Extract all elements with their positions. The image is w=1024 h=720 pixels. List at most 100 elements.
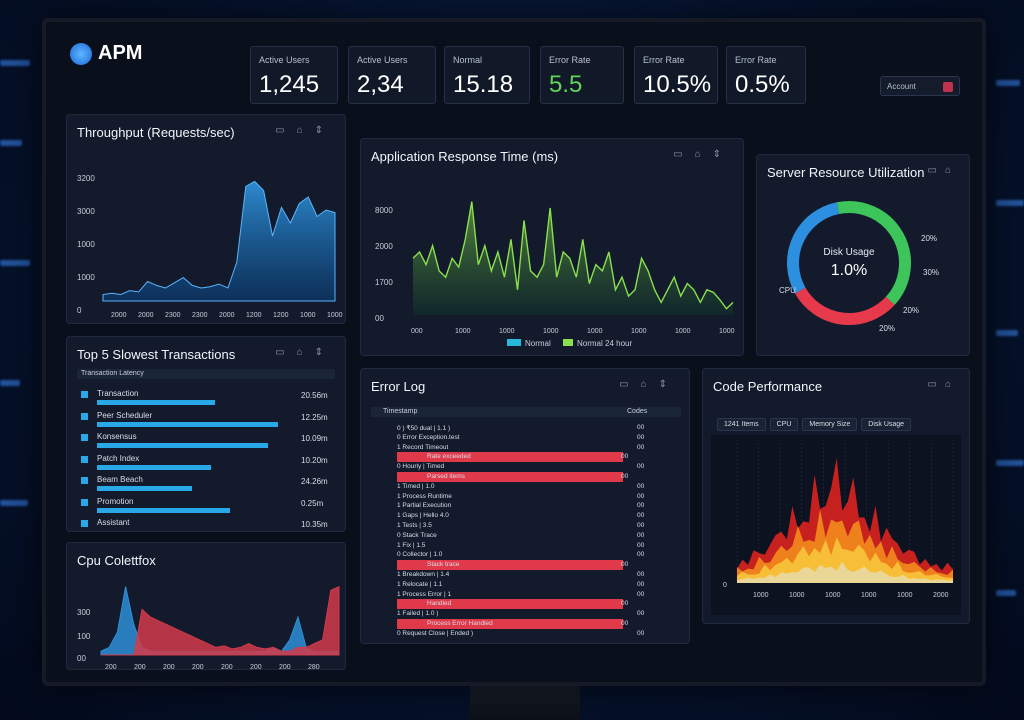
- log-text: 1 Process Runtime: [397, 492, 452, 500]
- y-tick-label: 1000: [77, 240, 95, 249]
- log-text: 1 Timed | 1.0: [397, 482, 435, 490]
- error-log-row-error[interactable]: Stack trace 00: [397, 560, 628, 571]
- transaction-row[interactable]: Transaction 20.56m: [81, 389, 341, 409]
- account-control[interactable]: Account: [880, 76, 960, 96]
- error-log-row-error[interactable]: Handled 00: [397, 599, 628, 610]
- transaction-duration: 24.26m: [301, 477, 328, 486]
- pin-icon[interactable]: ⇕: [314, 347, 335, 358]
- error-log-row[interactable]: 0 ) ₹50 dual | 1.1 ) 00: [377, 423, 667, 433]
- legend-memory[interactable]: Memory Size: [802, 418, 858, 431]
- error-log-row[interactable]: 1 Tests | 3.5 00: [377, 521, 667, 531]
- expand-icon[interactable]: ▭: [275, 347, 297, 358]
- donut-label: 30%: [923, 268, 939, 277]
- log-code: 00: [621, 453, 629, 461]
- settings-icon[interactable]: ⌂: [944, 379, 959, 390]
- error-log-row[interactable]: 1 Partial Execution 00: [377, 501, 667, 511]
- panel-actions[interactable]: ▭⌂⇕: [673, 149, 733, 160]
- error-log-row[interactable]: 1 Fix | 1.5 00: [377, 541, 667, 551]
- settings-icon[interactable]: ⌂: [640, 379, 659, 390]
- legend-swatch: [507, 339, 521, 346]
- transaction-bar: [97, 464, 211, 470]
- y-tick-label: 300: [77, 608, 91, 617]
- log-text: 1 Fix | 1.5: [397, 541, 426, 549]
- log-code: 00: [637, 512, 645, 520]
- transaction-row[interactable]: Patch Index 10.20m: [81, 454, 341, 474]
- donut-slice[interactable]: [795, 287, 895, 325]
- kpi-card[interactable]: Error Rate 5.5: [540, 46, 624, 104]
- pin-icon[interactable]: ⇕: [658, 379, 679, 390]
- error-log-row[interactable]: 1 Record Timeout 00: [377, 443, 667, 453]
- expand-icon[interactable]: ▭: [275, 125, 297, 136]
- transaction-marker: [81, 434, 88, 441]
- log-code: 00: [637, 610, 645, 618]
- response-time-panel: Application Response Time (ms) ▭⌂⇕ 8000 2…: [360, 138, 744, 356]
- expand-icon[interactable]: ▭: [673, 149, 695, 160]
- legend-disk[interactable]: Disk Usage: [861, 418, 912, 431]
- error-log-row[interactable]: 0 Collector | 1.0 00: [377, 550, 667, 560]
- kpi-card[interactable]: Active Users 2,34: [348, 46, 436, 104]
- error-log-header: Timestamp Codes: [371, 407, 681, 417]
- settings-icon[interactable]: ⌂: [694, 149, 713, 160]
- error-log-row-error[interactable]: Rate exceeded 00: [397, 452, 628, 463]
- x-tick-label: 200: [163, 664, 175, 669]
- legend-items[interactable]: 1241 Items: [717, 418, 766, 431]
- kpi-card[interactable]: Normal 15.18: [444, 46, 530, 104]
- log-text: 1 Relocate | 1.1: [397, 580, 443, 588]
- log-text: 0 Stack Trace: [397, 531, 437, 539]
- x-tick-label: 1200: [273, 312, 289, 319]
- donut-slice[interactable]: [787, 202, 840, 294]
- expand-icon[interactable]: ▭: [927, 379, 945, 390]
- panel-actions[interactable]: ▭⌂⇕: [275, 347, 335, 358]
- error-log-row[interactable]: 0 Stack Trace 00: [377, 531, 667, 541]
- donut-label: 20%: [879, 324, 895, 333]
- legend-cpu[interactable]: CPU: [769, 418, 799, 431]
- expand-icon[interactable]: ▭: [619, 379, 641, 390]
- settings-icon[interactable]: ⌂: [296, 347, 315, 358]
- pin-icon[interactable]: ⇕: [314, 125, 335, 136]
- kpi-card[interactable]: Error Rate 0.5%: [726, 46, 806, 104]
- app-logo[interactable]: APM: [70, 42, 142, 65]
- y-tick-label: 1700: [375, 278, 393, 287]
- expand-icon[interactable]: ▭: [927, 165, 945, 176]
- code-perf-legend: 1241 Items CPU Memory Size Disk Usage: [717, 413, 915, 431]
- transaction-row[interactable]: Promotion 0.25m: [81, 497, 341, 517]
- transaction-row[interactable]: Beam Beach 24.26m: [81, 475, 341, 495]
- kpi-card[interactable]: Active Users 1,245: [250, 46, 338, 104]
- error-log-row[interactable]: 1 Gaps | Hello 4.0 00: [377, 511, 667, 521]
- kpi-card[interactable]: Error Rate 10.5%: [634, 46, 718, 104]
- log-code: 00: [621, 600, 629, 608]
- error-log-row[interactable]: 0 Request Close | Ended ) 00: [377, 629, 667, 639]
- error-log-row[interactable]: 1 Process Runtime 00: [377, 492, 667, 502]
- error-log-row[interactable]: 1 Breakdown | 1.4 00: [377, 570, 667, 580]
- log-code: 00: [637, 433, 645, 441]
- error-log-row[interactable]: 1 Relocate | 1.1 00: [377, 580, 667, 590]
- transaction-row[interactable]: Assistant 10.35m: [81, 518, 341, 538]
- settings-icon[interactable]: ⌂: [944, 165, 959, 176]
- transaction-marker: [81, 455, 88, 463]
- error-log-row[interactable]: 1 Failed | 1.0 ) 00: [377, 609, 667, 619]
- error-log-row[interactable]: 0 Error Exception.test 00: [377, 433, 667, 443]
- cpu-collector-chart: 300 100 00 200 200 200 200 200 200 200 280: [77, 585, 340, 669]
- panel-actions[interactable]: ▭⌂: [928, 165, 960, 176]
- donut-slice[interactable]: [836, 201, 911, 305]
- error-log-row[interactable]: 1 Timed | 1.0 00: [377, 482, 667, 492]
- log-text: Handled: [427, 600, 452, 608]
- error-log-row[interactable]: 1 Process Error | 1 00: [377, 590, 667, 600]
- error-log-row[interactable]: 0 Hourly | Timed 00: [377, 462, 667, 472]
- transaction-marker: [81, 477, 88, 484]
- kpi-value: 15.18: [453, 71, 514, 98]
- error-log-row-error[interactable]: Parsed items 00: [397, 472, 628, 482]
- transaction-row[interactable]: Peer Scheduler 12.25m: [81, 411, 341, 431]
- transaction-row[interactable]: Konsensus 10.09m: [81, 432, 341, 452]
- x-tick-label: 200: [134, 664, 146, 669]
- kpi-value: 10.5%: [643, 71, 712, 98]
- panel-actions[interactable]: ▭⌂: [928, 379, 960, 390]
- alert-icon[interactable]: [943, 82, 953, 92]
- settings-icon[interactable]: ⌂: [296, 125, 315, 136]
- error-log-row-error[interactable]: Process Error Handled 00: [397, 619, 628, 629]
- x-tick-label: 1000: [631, 328, 647, 335]
- transaction-duration: 20.56m: [301, 391, 328, 400]
- panel-actions[interactable]: ▭⌂⇕: [619, 379, 679, 390]
- panel-actions[interactable]: ▭⌂⇕: [275, 125, 335, 136]
- pin-icon[interactable]: ⇕: [712, 149, 733, 160]
